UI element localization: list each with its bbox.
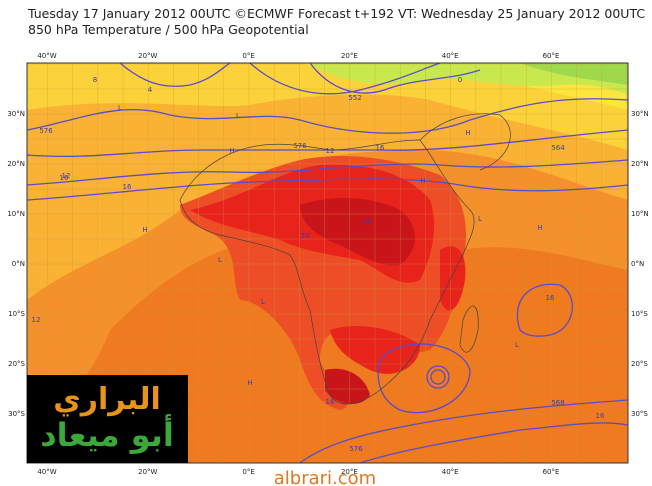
labels: 40°W 40°W 20°W 20°W 0°E 0°E 20°E 20°E 40°E 40°E 60… [7,52,648,476]
longitude-label: 40°E [442,468,459,476]
pressure-mark: L [261,298,265,306]
pressure-mark: L [118,104,122,112]
watermark: albrari.com [274,468,376,486]
longitude-label: 60°E [543,52,560,60]
logo-text: البراري [53,382,161,417]
contour-label: 12 [326,147,335,155]
longitude-label: 40°E [442,52,459,60]
contour-label: 564 [551,144,565,152]
pressure-mark: H [247,379,252,387]
contour-label: 16 [596,412,605,420]
logo-box [27,375,188,463]
longitude-label: 20°W [138,52,157,60]
contour-label: 576 [349,445,363,453]
pressure-mark: H [229,147,234,155]
header-line: 850 hPa Temperature / 500 hPa Geopotenti… [28,22,309,37]
contour-label: 552 [348,94,361,102]
longitude-label: 20°W [138,468,157,476]
contour-label: 8 [93,76,97,84]
pressure-mark: H [420,177,425,185]
longitude-label: 60°E [543,468,560,476]
contour-label: 16 [546,294,555,302]
pressure-mark: L [218,256,222,264]
contour-label: 16 [123,183,132,191]
longitude-label: 0°E [242,468,254,476]
logo-text: أبو ميعاد [40,414,174,454]
longitude-label: 20°E [341,52,358,60]
latitude-label: 20°S [8,360,25,368]
latitude-label: 30°N [631,110,649,118]
latitude-label: 30°S [8,410,25,418]
coastlines [179,113,511,405]
latitude-label: 10°S [8,310,25,318]
pressure-mark: L [478,215,482,223]
latitude-label: 0°N [631,260,644,268]
latitude-label: 30°N [7,110,25,118]
header-line: Tuesday 17 January 2012 00UTC ©ECMWF For… [28,6,646,21]
latitude-label: 10°N [7,210,25,218]
map-frame [26,62,629,464]
contour-label: 0 [458,76,462,84]
latitude-label: 10°N [631,210,649,218]
latitude-label: 20°S [631,360,648,368]
latitude-label: 30°S [631,410,648,418]
pressure-mark: H [537,224,542,232]
longitude-label: 20°E [341,468,358,476]
pressure-mark: L [236,112,240,120]
longitude-label: 0°E [242,52,254,60]
latitude-label: 20°N [7,160,25,168]
contour-label: 12 [62,172,71,180]
longitude-label: 40°W [37,468,56,476]
contour-label: 20 [301,232,310,240]
pressure-mark: L [515,341,519,349]
contour-label: 576 [293,142,307,150]
latitude-label: 20°N [631,160,649,168]
contour-label: 568 [551,399,564,407]
contour-label: 16 [326,398,335,406]
contour-label: 12 [32,316,41,324]
latitude-label: 0°N [12,260,25,268]
latitude-label: 10°S [631,310,648,318]
pressure-mark: H [142,226,147,234]
contour-label: 24 [363,218,372,226]
contour-label: 576 [39,127,53,135]
contour-label: 4 [148,86,153,94]
pressure-mark: H [465,129,470,137]
longitude-label: 40°W [37,52,56,60]
contour-label: 16 [376,144,385,152]
geopotential-contours [27,63,628,463]
contour-label: 16 [60,174,69,182]
